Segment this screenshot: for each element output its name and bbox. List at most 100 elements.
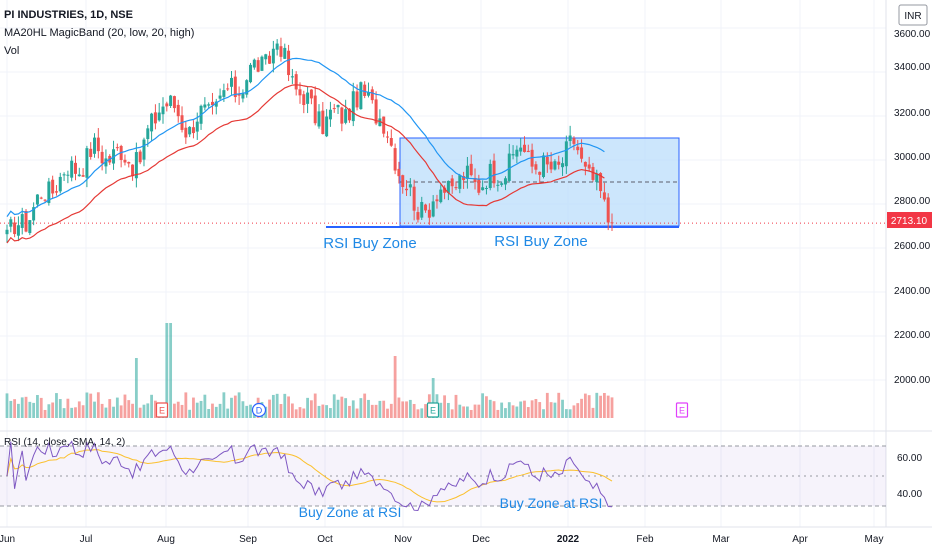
rsi-panel[interactable] (0, 440, 886, 512)
candle-body (602, 192, 606, 200)
candle-body (340, 107, 344, 124)
volume-bar (359, 398, 363, 418)
candle-body (150, 113, 154, 132)
candle-body (484, 187, 488, 189)
candle-body (492, 160, 496, 184)
candle-body (549, 161, 553, 170)
volume-bar (386, 408, 389, 418)
volume-bar (344, 398, 348, 418)
volume-bar (55, 393, 58, 418)
candle-body (511, 154, 515, 156)
volume-bar (211, 403, 214, 418)
candle-body (188, 126, 192, 135)
volume-bar (363, 393, 367, 418)
candle-body (325, 116, 329, 137)
candle-body (115, 147, 119, 149)
volume-bar (264, 406, 268, 418)
candle-body (195, 121, 199, 132)
candle-body (534, 164, 538, 170)
candle-body (587, 164, 591, 169)
rsi-signal-line (6, 449, 613, 503)
candle-body (35, 194, 39, 205)
volume-bar (142, 404, 146, 418)
volume-bar (401, 401, 405, 418)
volume-bar (131, 403, 134, 418)
volume-bar (89, 393, 93, 418)
candle-body (260, 56, 264, 71)
volume-bar (39, 397, 43, 418)
candle-body (408, 184, 412, 188)
candle-body (290, 76, 294, 78)
volume-bar (610, 397, 614, 418)
buy-zone-rectangle[interactable] (0, 137, 886, 228)
earnings-event-label: E (679, 406, 685, 416)
volume-bar (446, 402, 450, 418)
volume-bar (439, 402, 443, 418)
volume-bar (416, 409, 420, 418)
candle-body (580, 147, 584, 159)
volume-bar (348, 405, 351, 418)
candle-body (427, 209, 431, 218)
magic-band-lines (6, 57, 605, 244)
candle-body (203, 104, 207, 108)
candle-body (317, 111, 321, 127)
candle-body (328, 109, 332, 120)
volume-bar (526, 407, 530, 418)
volume-bar (458, 404, 462, 418)
volume-bar (268, 399, 271, 418)
candle-body (275, 43, 279, 50)
earnings-event-label: E (430, 406, 436, 416)
candle-body (469, 163, 473, 176)
volume-bar (420, 408, 424, 418)
candle-body (184, 127, 188, 138)
price-axis-label: 3400.00 (894, 62, 931, 73)
candle-body (431, 201, 435, 217)
candle-body (89, 148, 93, 157)
candle-body (450, 178, 454, 187)
candle-body (51, 179, 55, 194)
volume-bar (454, 394, 458, 418)
last-price-label: 2713.10 (891, 216, 928, 227)
candle-body (32, 207, 36, 221)
time-axis-label: Nov (394, 534, 412, 545)
volume-bar (580, 398, 583, 418)
dividend-event-marker (251, 402, 267, 418)
volume-bar (9, 400, 13, 418)
rsi-axis-label: 40.00 (897, 489, 922, 500)
volume-bar (180, 404, 184, 418)
candle-body (366, 91, 370, 96)
volume-bar (245, 405, 249, 418)
candle-body (104, 158, 108, 167)
volume-bar (62, 408, 66, 418)
volume-bar (374, 404, 378, 418)
volume-bar (587, 395, 591, 418)
price-axis-label: 3200.00 (894, 108, 931, 119)
volume-bar (504, 408, 507, 418)
candle-body (435, 199, 439, 202)
candle-body (553, 161, 557, 170)
volume-bar (477, 404, 481, 418)
time-axis-label: Jul (80, 534, 93, 545)
candle-body (256, 60, 260, 72)
volume-bar (568, 409, 572, 418)
candle-body (576, 146, 580, 151)
candle-body (264, 54, 268, 60)
rsi-axis-label: 60.00 (897, 453, 922, 464)
volume-bar (545, 392, 549, 418)
volume-bar (321, 404, 325, 418)
candle-body (591, 166, 595, 180)
last-price-badge (887, 212, 932, 228)
candle-body (47, 181, 51, 204)
candle-body (488, 163, 492, 189)
volume-bar (66, 398, 70, 418)
volume-bar (169, 323, 173, 418)
currency-badge[interactable] (898, 4, 928, 26)
chart-labels: PI INDUSTRIES, 1D, NSE MA20HL MagicBand … (0, 4, 932, 545)
price-axis-label: 2600.00 (894, 241, 931, 252)
candle-body (39, 197, 43, 199)
price-axis-label: 3000.00 (894, 152, 931, 163)
volume-bar (538, 402, 542, 418)
candle-body (165, 103, 169, 107)
